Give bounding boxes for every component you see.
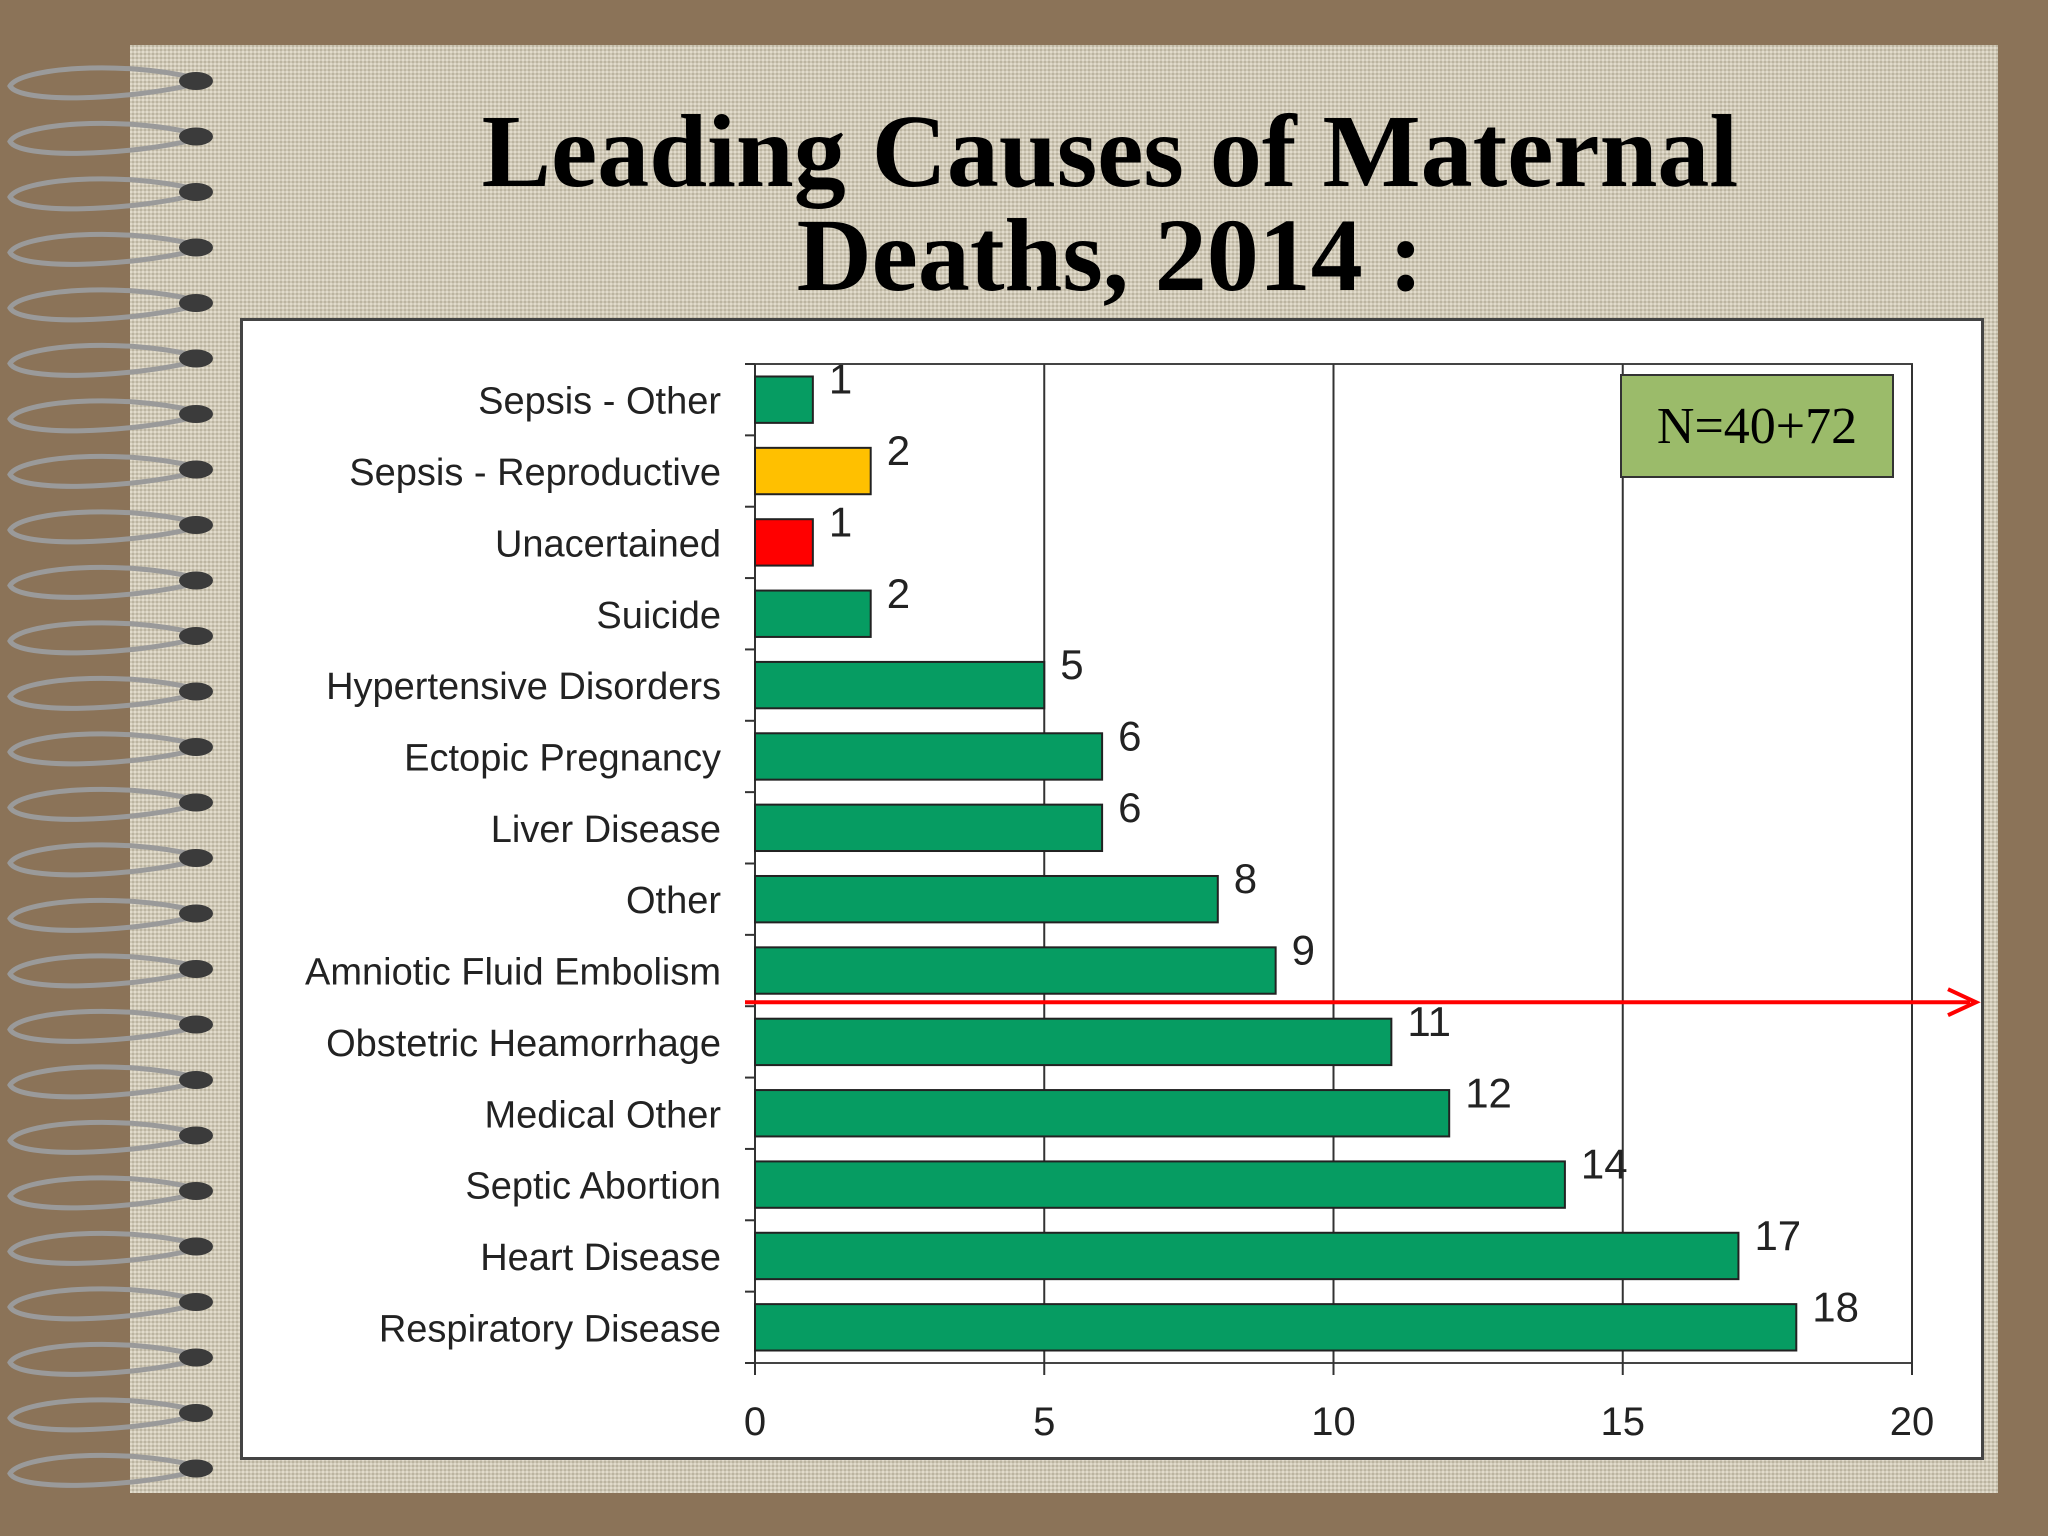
spiral-ring xyxy=(7,176,213,212)
spiral-ring xyxy=(7,1341,213,1377)
spiral-binding xyxy=(7,65,213,1488)
bar xyxy=(754,1303,1798,1352)
title-line-2: Deaths, 2014 : xyxy=(796,198,1424,313)
bar xyxy=(754,446,872,496)
spiral-ring xyxy=(7,1230,213,1266)
category-label: Heart Disease xyxy=(480,1237,721,1279)
x-tick-label: 10 xyxy=(1311,1400,1356,1444)
data-label: 17 xyxy=(1754,1212,1801,1259)
title-line-1: Leading Causes of Maternal xyxy=(481,94,1739,209)
bar xyxy=(754,1160,1566,1209)
spiral-ring xyxy=(7,675,213,711)
spiral-ring xyxy=(7,287,213,323)
category-label: Sepsis - Reproductive xyxy=(349,452,721,494)
category-label: Unacertained xyxy=(495,523,721,565)
bar xyxy=(754,660,1046,710)
spiral-ring xyxy=(7,620,213,656)
data-label: 12 xyxy=(1465,1069,1512,1116)
threshold-arrowhead-icon xyxy=(1947,987,1981,1018)
spiral-ring xyxy=(7,1452,213,1488)
spiral-ring xyxy=(7,1286,213,1322)
data-label: 1 xyxy=(829,498,852,545)
spiral-ring xyxy=(7,1397,213,1433)
data-label: 5 xyxy=(1060,641,1083,688)
bar xyxy=(754,375,814,424)
spiral-ring xyxy=(7,842,213,878)
bar xyxy=(754,803,1104,853)
spiral-ring xyxy=(7,1175,213,1211)
bar xyxy=(754,946,1277,995)
spiral-ring xyxy=(7,120,213,156)
category-label: Ectopic Pregnancy xyxy=(404,737,721,779)
spiral-ring xyxy=(7,453,213,489)
category-label: Amniotic Fluid Embolism xyxy=(305,952,721,994)
spiral-ring xyxy=(7,731,213,767)
bar xyxy=(754,518,814,567)
data-label: 2 xyxy=(887,570,910,617)
spiral-ring xyxy=(7,786,213,822)
sample-size-annotation: N=40+72 xyxy=(1620,374,1894,478)
category-label: Respiratory Disease xyxy=(379,1308,721,1350)
category-label: Medical Other xyxy=(484,1094,721,1136)
category-label: Liver Disease xyxy=(491,809,721,851)
data-label: 11 xyxy=(1407,998,1451,1045)
category-label: Hypertensive Disorders xyxy=(326,666,721,708)
data-label: 9 xyxy=(1292,927,1315,974)
spiral-ring xyxy=(7,1008,213,1044)
data-label: 18 xyxy=(1812,1283,1859,1330)
bar xyxy=(754,589,872,638)
category-label: Other xyxy=(626,880,721,922)
slide-title: Leading Causes of Maternal Deaths, 2014 … xyxy=(200,100,2020,308)
spiral-ring xyxy=(7,1064,213,1100)
x-tick-label: 0 xyxy=(744,1400,766,1444)
spiral-ring xyxy=(7,953,213,989)
data-label: 2 xyxy=(887,427,910,474)
bar xyxy=(754,1231,1740,1281)
spiral-ring xyxy=(7,564,213,600)
category-label: Septic Abortion xyxy=(465,1166,721,1208)
spiral-ring xyxy=(7,342,213,378)
category-label: Suicide xyxy=(596,595,721,637)
spiral-ring xyxy=(7,65,213,101)
bar xyxy=(754,874,1219,924)
spiral-ring xyxy=(7,897,213,933)
category-label: Sepsis - Other xyxy=(478,381,721,423)
category-label: Obstetric Heamorrhage xyxy=(326,1023,721,1065)
bar xyxy=(754,732,1104,781)
spiral-ring xyxy=(7,1119,213,1155)
bar xyxy=(754,1089,1451,1138)
data-label: 6 xyxy=(1118,784,1141,831)
spiral-ring xyxy=(7,398,213,434)
x-tick-label: 20 xyxy=(1890,1400,1935,1444)
data-label: 6 xyxy=(1118,712,1141,759)
x-tick-label: 5 xyxy=(1033,1400,1055,1444)
data-label: 1 xyxy=(829,356,852,403)
data-label: 8 xyxy=(1234,855,1257,902)
spiral-ring xyxy=(7,231,213,267)
bar xyxy=(754,1017,1393,1067)
x-tick-label: 15 xyxy=(1601,1400,1646,1444)
data-label: 14 xyxy=(1581,1141,1628,1188)
spiral-ring xyxy=(7,509,213,545)
